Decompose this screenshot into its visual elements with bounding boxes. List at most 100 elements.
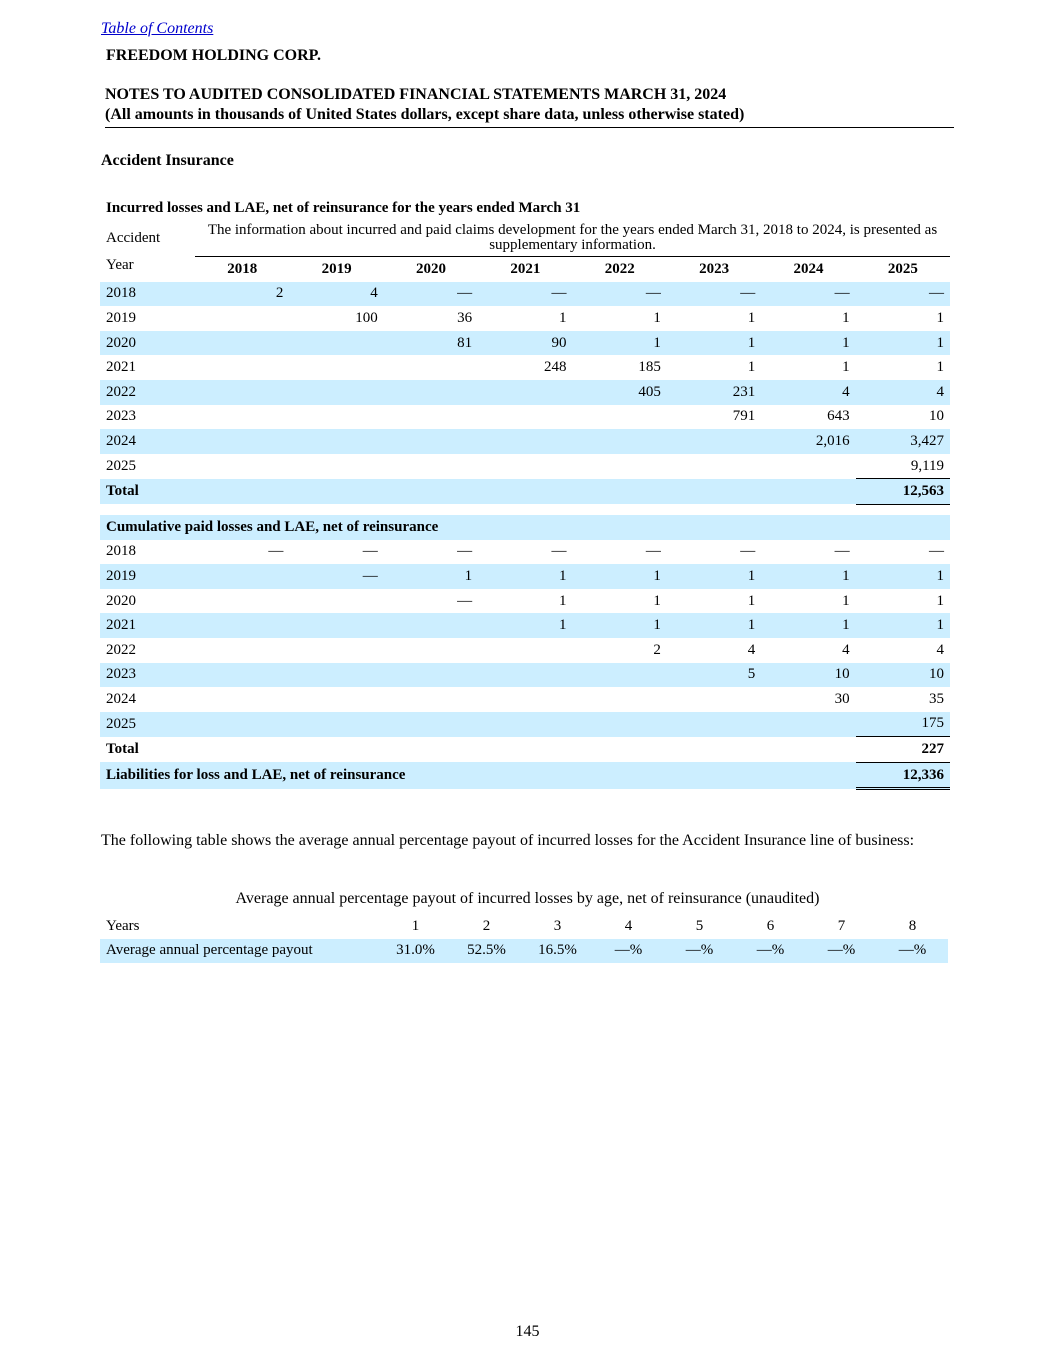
- cell: [384, 663, 478, 688]
- data-row: 2023 5 10 10: [100, 662, 951, 688]
- cell: [384, 687, 478, 712]
- cell: —: [740, 543, 756, 560]
- cell: [289, 589, 383, 614]
- row-year: 2025: [106, 457, 136, 474]
- cell: 35: [929, 690, 945, 707]
- cell: 1: [653, 592, 661, 609]
- table-title: Cumulative paid losses and LAE, net of r…: [106, 518, 439, 535]
- data-row: 2020 81 90 1 1 1 1: [100, 330, 951, 356]
- cell: 1: [842, 334, 850, 351]
- cell: 1: [842, 309, 850, 326]
- column-header: 2024: [793, 260, 824, 277]
- cell: [195, 454, 289, 479]
- cell: [289, 405, 383, 430]
- data-row: 2018 — — — — — — — —: [100, 540, 950, 565]
- row-year: 2018: [106, 285, 136, 302]
- cell: [478, 712, 572, 737]
- payout-label: Average annual percentage payout: [106, 942, 313, 959]
- note: The information about incurred and paid …: [195, 220, 951, 257]
- cell: 1: [747, 592, 756, 609]
- cell: 1: [747, 359, 756, 376]
- age: 6: [766, 917, 775, 934]
- row-year: 2021: [106, 617, 136, 634]
- cell: [195, 564, 289, 589]
- years-label: Years: [106, 917, 140, 934]
- cell: 1: [842, 567, 850, 584]
- data-row: 2019 100 36 1 1 1 1 1: [100, 306, 950, 331]
- cell: [289, 712, 383, 737]
- toc-link[interactable]: Table of Contents: [101, 20, 214, 37]
- column-header: 2018: [227, 260, 258, 277]
- row-year: 2024: [106, 690, 136, 707]
- payout-value: 16.5%: [538, 942, 577, 959]
- cell: [573, 663, 667, 688]
- cell: —: [929, 285, 945, 302]
- cell: 9,119: [910, 457, 945, 474]
- row-year: 2020: [106, 334, 136, 351]
- payout-value: —%: [827, 942, 856, 959]
- age: 3: [553, 917, 562, 934]
- cell: [667, 429, 761, 454]
- cell: —: [929, 543, 945, 560]
- column-header: 2020: [415, 260, 446, 277]
- total-row: Liabilities for loss and LAE, net of rei…: [100, 761, 951, 791]
- cell: 10: [834, 666, 850, 683]
- cell: [195, 429, 289, 454]
- cell: —: [645, 285, 661, 302]
- age: 5: [695, 917, 704, 934]
- cell: 405: [638, 383, 661, 400]
- payout-intro: The following table shows the average an…: [101, 832, 915, 849]
- cell: [573, 687, 667, 712]
- notes-subtitle: (All amounts in thousands of United Stat…: [105, 106, 745, 123]
- cell: [289, 687, 383, 712]
- row-year: 2022: [106, 383, 136, 400]
- cell: 1: [936, 592, 945, 609]
- cell: 1: [936, 334, 945, 351]
- cell: 791: [732, 408, 756, 425]
- payout-value: —%: [685, 942, 714, 959]
- accident-label: Accident: [106, 229, 161, 246]
- company: FREEDOM HOLDING CORP.: [106, 47, 321, 64]
- cell: —: [362, 543, 378, 560]
- cell: —: [268, 543, 284, 560]
- row-year: 2020: [106, 592, 136, 609]
- cell: 1: [842, 359, 850, 376]
- cell: [384, 429, 478, 454]
- cell: 1: [559, 567, 567, 584]
- row-year: 2021: [106, 359, 136, 376]
- cell: 1: [936, 617, 945, 634]
- data-row: 2025 9,119: [100, 454, 950, 479]
- age: 2: [482, 917, 491, 934]
- total-label: Liabilities for loss and LAE, net of rei…: [106, 767, 406, 784]
- cell: —: [457, 592, 473, 609]
- cell: [384, 613, 478, 638]
- cell: —: [457, 285, 473, 302]
- data-row: 2018 2 4 — — — — — —: [100, 281, 951, 307]
- section-title: Accident Insurance: [101, 152, 234, 169]
- row-year: 2023: [106, 666, 136, 683]
- total-value: 227: [855, 736, 951, 763]
- year-label: Year: [106, 256, 134, 273]
- note-row: Accident The information about incurred a…: [100, 220, 951, 257]
- cell: [573, 712, 667, 737]
- data-row: 2024 2,016 3,427: [100, 429, 951, 454]
- cell: 4: [747, 641, 756, 658]
- cell: [195, 380, 289, 405]
- cell: 4: [936, 383, 945, 400]
- data-row: 2021 248 185 1 1 1: [100, 355, 950, 380]
- data-row: 2023 791 643 10: [100, 405, 950, 430]
- cell: [289, 613, 383, 638]
- cell: [761, 712, 855, 737]
- cell: [573, 454, 667, 479]
- notes-header: NOTES TO AUDITED CONSOLIDATED FINANCIAL …: [105, 85, 954, 128]
- table-title: Incurred losses and LAE, net of reinsura…: [106, 199, 581, 216]
- row-year: 2024: [106, 432, 136, 449]
- cell: —: [457, 543, 473, 560]
- payout-table: Years 1 2 3 4 5 6 7 8 Average annual percentage p…: [100, 914, 948, 964]
- cell: 1: [842, 617, 850, 634]
- cell: 3,427: [910, 432, 945, 449]
- payout-value: —%: [614, 942, 643, 959]
- cell: [384, 454, 478, 479]
- cell: 1: [653, 309, 661, 326]
